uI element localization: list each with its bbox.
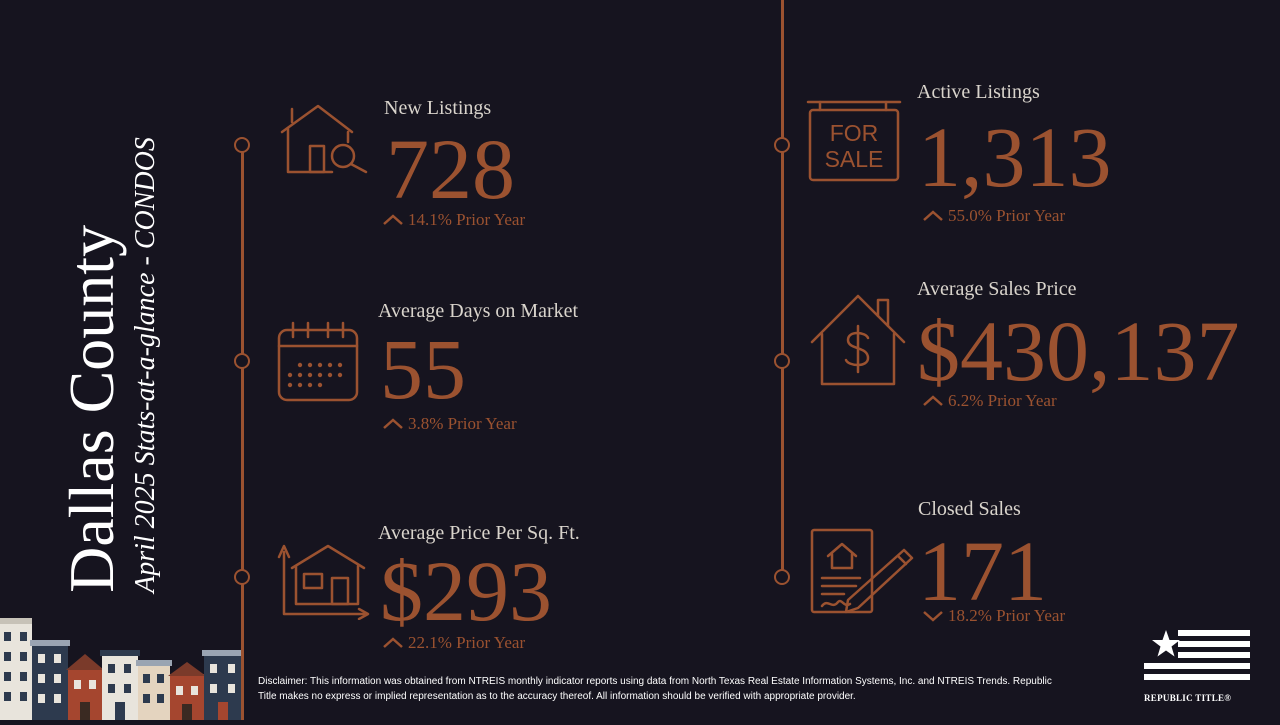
left-timeline-line — [241, 140, 244, 720]
avg-days-change: 3.8% Prior Year — [382, 414, 517, 434]
avg-days-label: Average Days on Market — [378, 300, 579, 322]
chevron-up-icon — [923, 395, 943, 406]
chevron-up-icon — [383, 214, 403, 225]
for-sale-line1: FOR — [829, 120, 879, 146]
avg-days-value: 55 — [380, 321, 466, 417]
vertical-title-block: Dallas County April 2025 Stats-at-a-glan… — [0, 0, 220, 720]
townhouses-illustration — [0, 618, 244, 720]
timeline-dot — [774, 137, 790, 153]
active-listings-change: 55.0% Prior Year — [922, 206, 1065, 226]
flag-logo-icon — [1144, 630, 1250, 680]
avg-sales-price-change-text: 6.2% Prior Year — [948, 391, 1057, 410]
timeline-dot — [774, 353, 790, 369]
house-search-icon — [276, 102, 370, 181]
avg-ppsf-change: 22.1% Prior Year — [382, 633, 525, 653]
house-dollar-icon — [808, 292, 908, 393]
avg-ppsf-value: $293 — [380, 543, 552, 639]
timeline-dot — [234, 569, 250, 585]
county-title: Dallas County — [56, 224, 127, 593]
closed-sales-change: 18.2% Prior Year — [922, 606, 1065, 626]
active-listings-value: 1,313 — [918, 109, 1112, 205]
timeline-dot — [774, 569, 790, 585]
contract-signing-icon — [808, 526, 916, 621]
avg-sales-price-value: $430,137 — [917, 303, 1240, 399]
avg-sales-price-change: 6.2% Prior Year — [922, 391, 1057, 411]
avg-ppsf-label: Average Price Per Sq. Ft. — [378, 522, 580, 544]
active-listings-change-text: 55.0% Prior Year — [948, 206, 1066, 225]
house-dimensions-icon — [276, 540, 370, 625]
timeline-dot — [234, 353, 250, 369]
logo-name: REPUBLIC TITLE® — [1144, 693, 1232, 703]
for-sale-sign-icon — [806, 98, 902, 189]
chevron-up-icon — [383, 637, 403, 648]
new-listings-label: New Listings — [384, 97, 492, 119]
right-timeline-line — [781, 0, 784, 578]
avg-sales-price-label: Average Sales Price — [917, 278, 1077, 300]
active-listings-label: Active Listings — [917, 81, 1040, 103]
new-listings-value: 728 — [386, 121, 515, 217]
chevron-down-icon — [923, 611, 943, 622]
timeline-dot — [234, 137, 250, 153]
disclaimer-text: Disclaimer: This information was obtaine… — [258, 676, 1052, 702]
republic-title-logo: REPUBLIC TITLE® — [1144, 628, 1256, 703]
calendar-icon — [276, 320, 362, 409]
closed-sales-value: 171 — [918, 523, 1047, 619]
avg-ppsf-change-text: 22.1% Prior Year — [408, 633, 526, 652]
closed-sales-change-text: 18.2% Prior Year — [948, 606, 1066, 625]
for-sale-sign-text: FOR SALE — [810, 120, 898, 172]
report-subtitle: April 2025 Stats-at-a-glance - CONDOS — [130, 137, 161, 593]
chevron-up-icon — [923, 210, 943, 221]
closed-sales-label: Closed Sales — [918, 498, 1021, 520]
avg-days-change-text: 3.8% Prior Year — [408, 414, 517, 433]
new-listings-change: 14.1% Prior Year — [382, 210, 525, 230]
new-listings-change-text: 14.1% Prior Year — [408, 210, 526, 229]
for-sale-line2: SALE — [824, 146, 884, 172]
chevron-up-icon — [383, 418, 403, 429]
